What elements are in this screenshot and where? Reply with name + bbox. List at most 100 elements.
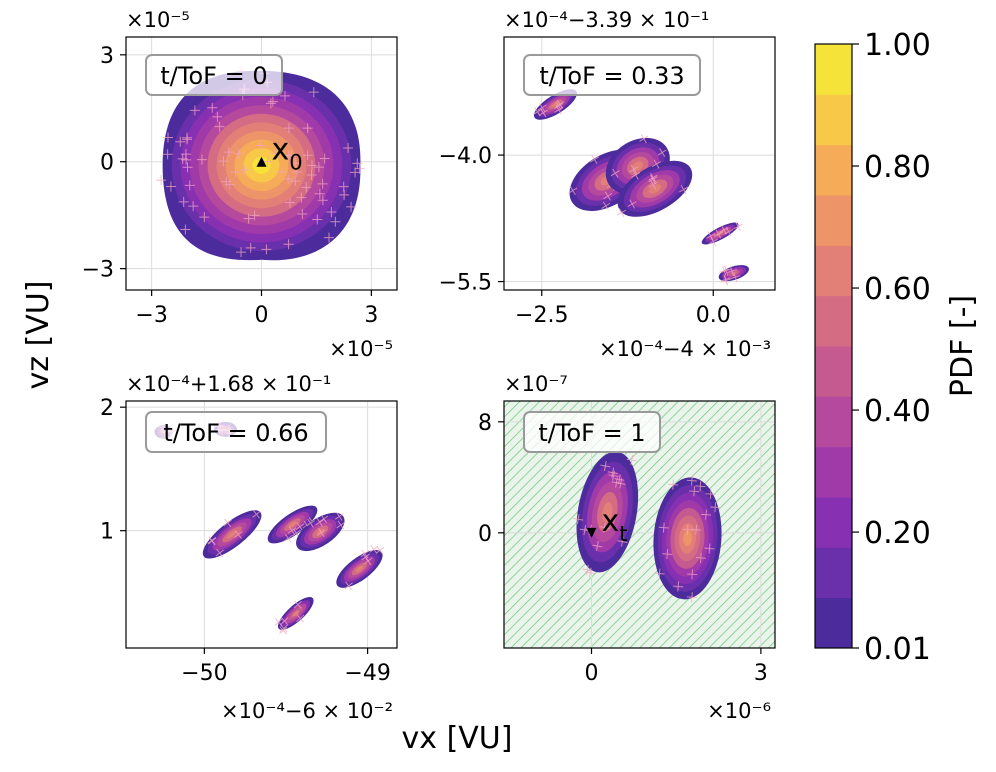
colorbar-tick-label: 0.80 (864, 150, 931, 185)
y-tick-label: 1 (100, 520, 114, 545)
contour-blob (296, 511, 346, 552)
sample-point (301, 182, 312, 193)
colorbar-tick-label: 0.40 (864, 394, 931, 429)
pdf-contours (533, 89, 749, 286)
contour-level (602, 501, 613, 523)
sample-point (617, 207, 627, 218)
sample-point (533, 107, 543, 117)
colorbar-segment (815, 144, 852, 196)
sample-point (249, 210, 260, 221)
sample-point (639, 134, 649, 144)
sample-point (207, 102, 218, 113)
colorbar-segment (815, 396, 852, 448)
sample-point (343, 143, 354, 154)
sample-point (724, 227, 734, 237)
y-axis-label: vz [VU] (21, 281, 56, 390)
sample-point (592, 540, 603, 551)
y-offset-text: ×10⁻⁴+1.68 × 10⁻¹ (126, 372, 331, 396)
panel-bottom-right: 0 308×10⁻⁶×10⁻⁷t/ToF = 1xt (478, 372, 776, 723)
contour-blob (718, 265, 749, 286)
x-tick-label: −50 (181, 661, 227, 686)
sample-point (573, 514, 584, 525)
y-tick-label: 0 (100, 151, 114, 176)
sample-point (617, 536, 628, 547)
ticks: −2.5 0.0 −4.0 −5.5 (439, 144, 731, 328)
sample-point (279, 626, 288, 635)
sample-point (689, 486, 700, 497)
x-tick-label: −2.5 (515, 303, 568, 328)
sample-point (615, 478, 626, 489)
marker-subscript: t (619, 522, 627, 546)
sample-point (221, 176, 232, 187)
sample-point (317, 178, 328, 189)
contour-level (292, 610, 300, 617)
y-tick-label: 3 (100, 44, 114, 69)
contour-level (355, 565, 364, 573)
sample-point (537, 103, 547, 113)
sample-point (267, 96, 278, 107)
sample-point (568, 186, 578, 196)
sample-point (212, 111, 223, 122)
sample-point (648, 180, 658, 190)
sample-point (713, 229, 724, 239)
sample-point (283, 123, 294, 134)
sample-point (265, 98, 276, 109)
sample-point (344, 581, 353, 591)
sample-point (354, 163, 365, 174)
sample-point (346, 201, 357, 212)
sample-point (236, 247, 247, 258)
x-tick-label: −3 (135, 303, 167, 328)
sample-point (181, 154, 192, 165)
sample-point (302, 150, 313, 161)
contour-blob (533, 89, 577, 120)
sample-point (330, 216, 341, 227)
sample-point (695, 552, 706, 563)
sample-point (600, 460, 611, 471)
colorbar-segment (815, 295, 852, 347)
sample-point (223, 518, 232, 528)
contour-blob (573, 451, 639, 578)
colorbar-tick-label: 0.60 (864, 272, 931, 307)
sample-point (589, 154, 599, 164)
sample-point (603, 191, 613, 201)
y-tick-label: 8 (478, 411, 492, 436)
sample-point (284, 197, 295, 208)
sample-point (279, 90, 290, 101)
sample-point (648, 172, 658, 183)
reference-marker (256, 156, 267, 167)
colorbar-segment (815, 245, 852, 297)
sample-point (276, 166, 287, 177)
sample-point (695, 481, 706, 492)
sample-point (182, 132, 193, 143)
contour-blob (267, 505, 318, 544)
sample-point (262, 156, 273, 167)
sample-point (710, 502, 721, 513)
sample-point (668, 479, 679, 490)
colorbar-segment (815, 597, 852, 649)
sample-point (691, 524, 702, 535)
sample-point (283, 239, 294, 250)
sample-point (686, 592, 697, 603)
sample-point (585, 567, 596, 578)
y-offset-text: ×10⁻⁷ (504, 372, 568, 396)
colorbar-tick-label: 1.00 (864, 28, 931, 63)
sample-point (375, 546, 385, 555)
x-tick-label: 3 (364, 303, 378, 328)
sample-point (308, 87, 319, 98)
sample-point (361, 552, 370, 562)
sample-point (719, 265, 730, 276)
sample-point (323, 232, 334, 243)
colorbar-tick-label: 0.01 (864, 632, 931, 667)
sample-point (733, 221, 743, 232)
sample-point (627, 199, 637, 209)
sample-point (555, 99, 565, 109)
sample-point (162, 132, 173, 143)
colorbar-segment (815, 497, 852, 548)
sample-point (261, 244, 272, 255)
sample-point (626, 455, 637, 466)
panel-bottom-left: −50 −49 1 2 ×10⁻⁴−6 × 10⁻² ×10⁻⁴+1.68 × 10⁻¹ t… (100, 372, 398, 723)
sample-point (156, 175, 167, 186)
sample-point (538, 108, 548, 118)
y-offset-text: ×10⁻⁴−3.39 × 10⁻¹ (504, 8, 709, 32)
colorbar-frame (814, 43, 853, 649)
